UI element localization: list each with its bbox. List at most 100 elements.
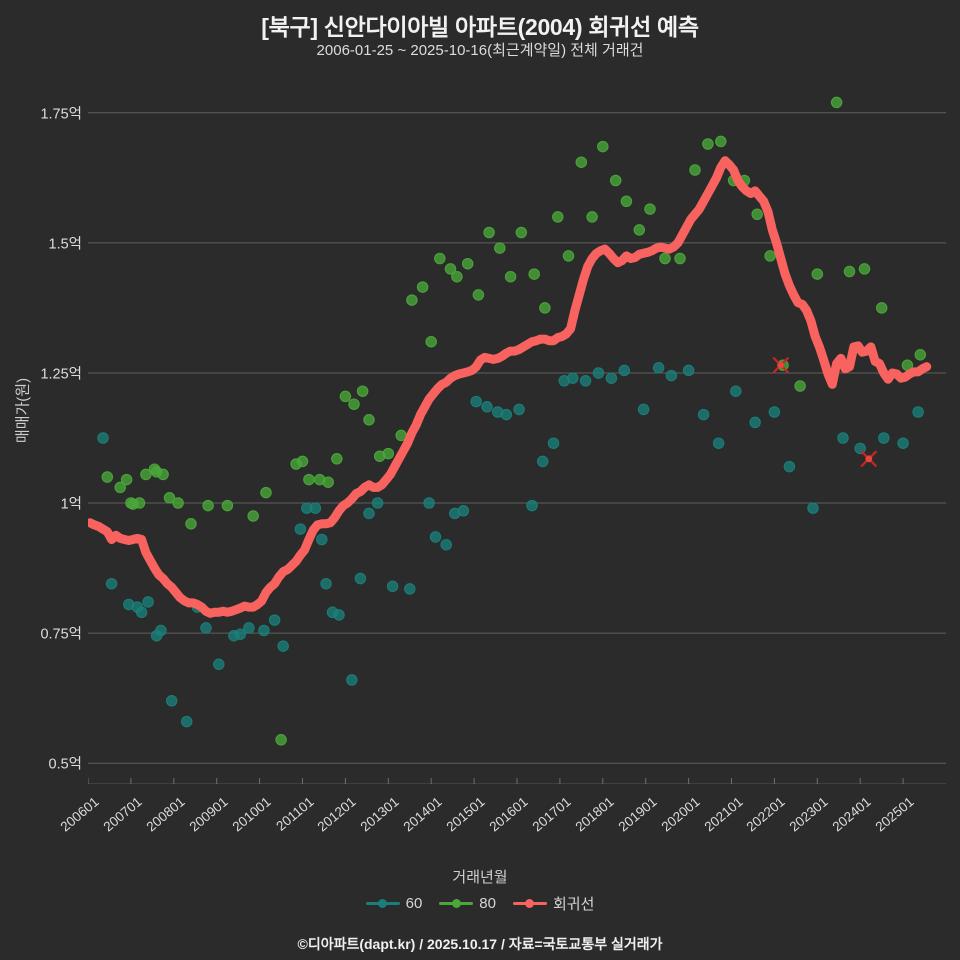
data-point[interactable]	[320, 577, 332, 590]
data-point[interactable]	[363, 414, 375, 426]
data-point[interactable]	[715, 135, 727, 148]
data-point[interactable]	[101, 471, 114, 483]
legend-item-80[interactable]: 80	[439, 895, 496, 912]
data-point[interactable]	[579, 375, 592, 387]
data-point[interactable]	[652, 362, 665, 374]
data-point[interactable]	[461, 257, 474, 270]
data-point[interactable]	[644, 203, 656, 215]
data-point[interactable]	[528, 268, 540, 280]
data-point[interactable]	[702, 138, 714, 150]
data-point[interactable]	[768, 406, 781, 418]
data-point[interactable]	[363, 507, 375, 520]
data-point[interactable]	[597, 140, 609, 153]
data-point[interactable]	[333, 609, 345, 621]
data-point[interactable]	[309, 502, 322, 514]
data-point[interactable]	[185, 518, 197, 530]
data-point[interactable]	[618, 364, 631, 377]
data-point[interactable]	[504, 270, 517, 283]
data-point[interactable]	[258, 624, 270, 637]
data-point[interactable]	[536, 455, 549, 468]
data-point[interactable]	[406, 294, 418, 306]
data-point[interactable]	[875, 302, 888, 314]
data-point[interactable]	[637, 403, 650, 416]
data-point[interactable]	[425, 335, 437, 348]
data-point[interactable]	[268, 614, 281, 626]
data-point[interactable]	[322, 476, 334, 488]
data-point[interactable]	[163, 492, 176, 504]
data-point[interactable]	[633, 224, 646, 236]
data-point[interactable]	[854, 442, 866, 455]
data-point[interactable]	[783, 460, 796, 473]
data-point[interactable]	[416, 281, 429, 293]
data-point[interactable]	[142, 596, 154, 608]
data-point[interactable]	[133, 497, 146, 509]
data-point[interactable]	[811, 268, 824, 280]
data-point[interactable]	[386, 580, 399, 593]
data-point[interactable]	[515, 226, 528, 239]
data-point[interactable]	[296, 455, 309, 468]
data-point[interactable]	[180, 715, 193, 728]
prediction-x-marker[interactable]	[860, 450, 877, 467]
data-point[interactable]	[513, 403, 525, 416]
data-point[interactable]	[912, 406, 924, 418]
data-point[interactable]	[277, 640, 289, 652]
data-point[interactable]	[494, 242, 506, 254]
data-point[interactable]	[843, 265, 856, 278]
data-point[interactable]	[346, 674, 358, 686]
data-point[interactable]	[348, 398, 360, 410]
data-point[interactable]	[470, 395, 482, 408]
data-point[interactable]	[562, 250, 575, 262]
data-point[interactable]	[878, 432, 890, 444]
data-point[interactable]	[526, 499, 538, 512]
data-point[interactable]	[354, 572, 367, 585]
data-point[interactable]	[202, 499, 214, 512]
data-point[interactable]	[830, 96, 843, 109]
data-point[interactable]	[472, 289, 485, 301]
data-point[interactable]	[697, 408, 710, 421]
data-point[interactable]	[689, 164, 701, 176]
data-point[interactable]	[371, 497, 384, 509]
data-point[interactable]	[794, 380, 806, 392]
data-point[interactable]	[483, 226, 495, 239]
data-point[interactable]	[659, 252, 671, 265]
data-point[interactable]	[260, 486, 272, 499]
data-point[interactable]	[665, 369, 678, 382]
data-point[interactable]	[140, 468, 152, 481]
data-point[interactable]	[157, 468, 169, 481]
data-point[interactable]	[592, 367, 605, 379]
data-point[interactable]	[609, 174, 622, 187]
data-point[interactable]	[481, 401, 493, 413]
data-point[interactable]	[444, 263, 457, 275]
data-point[interactable]	[221, 499, 234, 512]
data-point[interactable]	[247, 510, 259, 522]
data-point[interactable]	[837, 432, 849, 444]
data-point[interactable]	[105, 577, 118, 590]
data-point[interactable]	[674, 252, 686, 265]
data-point[interactable]	[303, 473, 315, 486]
legend-item-회귀선[interactable]: 회귀선	[512, 893, 594, 914]
data-point[interactable]	[114, 481, 126, 494]
data-point[interactable]	[213, 658, 225, 671]
data-point[interactable]	[914, 349, 927, 361]
data-point[interactable]	[500, 408, 513, 421]
data-point[interactable]	[764, 250, 776, 262]
data-point[interactable]	[807, 502, 819, 514]
data-point[interactable]	[155, 624, 167, 637]
data-point[interactable]	[434, 252, 446, 265]
data-point[interactable]	[457, 505, 470, 517]
data-point[interactable]	[404, 583, 416, 595]
data-point[interactable]	[451, 270, 463, 283]
data-point[interactable]	[897, 437, 909, 449]
prediction-x-marker[interactable]	[772, 357, 789, 374]
data-point[interactable]	[751, 208, 763, 221]
data-point[interactable]	[605, 372, 618, 384]
data-point[interactable]	[339, 390, 352, 403]
data-point[interactable]	[858, 263, 871, 275]
data-point[interactable]	[712, 437, 725, 449]
data-point[interactable]	[356, 385, 369, 397]
data-point[interactable]	[552, 211, 564, 223]
data-point[interactable]	[539, 302, 551, 314]
data-point[interactable]	[730, 385, 742, 397]
legend-item-60[interactable]: 60	[365, 895, 422, 912]
data-point[interactable]	[423, 497, 435, 509]
